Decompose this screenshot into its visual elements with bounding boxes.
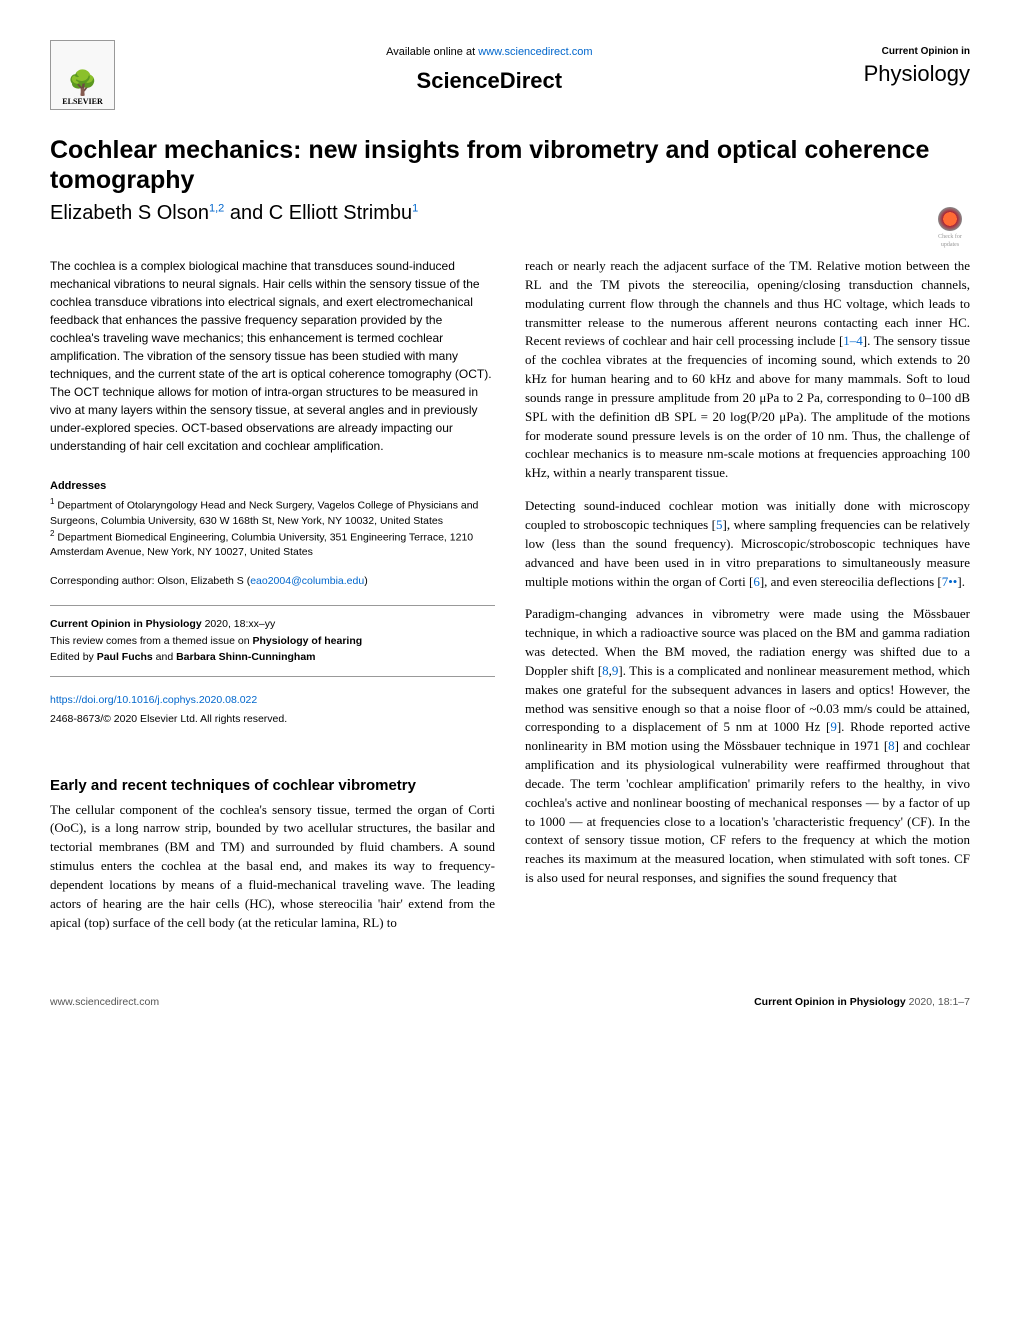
- ref-link[interactable]: 7••: [942, 574, 958, 589]
- abstract: The cochlea is a complex biological mach…: [50, 257, 495, 455]
- left-column: The cochlea is a complex biological mach…: [50, 257, 495, 947]
- check-updates-badge[interactable]: Check for updates: [930, 207, 970, 247]
- doi-line: https://doi.org/10.1016/j.cophys.2020.08…: [50, 693, 495, 708]
- author-2-affil: 1: [412, 202, 418, 214]
- body-paragraph: reach or nearly reach the adjacent surfa…: [525, 257, 970, 483]
- addresses-block: 1 Department of Otolaryngology Head and …: [50, 496, 495, 560]
- footer-right: Current Opinion in Physiology 2020, 18:1…: [754, 995, 970, 1010]
- doi-link[interactable]: https://doi.org/10.1016/j.cophys.2020.08…: [50, 694, 257, 706]
- crossmark-icon: [938, 207, 962, 231]
- sciencedirect-link[interactable]: www.sciencedirect.com: [478, 46, 592, 58]
- address-1: Department of Otolaryngology Head and Ne…: [50, 500, 478, 527]
- addresses-heading: Addresses: [50, 479, 495, 494]
- authors-line: Elizabeth S Olson1,2 and C Elliott Strim…: [50, 199, 970, 227]
- right-column: reach or nearly reach the adjacent surfa…: [525, 257, 970, 947]
- body-paragraph: Detecting sound-induced cochlear motion …: [525, 497, 970, 591]
- elsevier-logo-icon: 🌳 ELSEVIER: [50, 40, 115, 110]
- publisher-label: ELSEVIER: [62, 96, 102, 107]
- sciencedirect-brand: ScienceDirect: [115, 66, 864, 97]
- corresponding-email-link[interactable]: eao2004@columbia.edu: [250, 575, 364, 587]
- section-heading: Early and recent techniques of cochlear …: [50, 777, 495, 795]
- body-paragraph: Paradigm-changing advances in vibrometry…: [525, 605, 970, 888]
- two-column-layout: The cochlea is a complex biological mach…: [50, 257, 970, 947]
- footer-left: www.sciencedirect.com: [50, 995, 159, 1010]
- author-2: C Elliott Strimbu: [269, 202, 412, 224]
- page-header: 🌳 ELSEVIER Available online at www.scien…: [50, 40, 970, 110]
- tree-icon: 🌳: [68, 72, 98, 96]
- available-online: Available online at www.sciencedirect.co…: [115, 45, 864, 60]
- journal-block: Current Opinion in Physiology: [864, 40, 970, 90]
- citation-line: Current Opinion in Physiology 2020, 18:x…: [50, 616, 495, 633]
- article-title: Cochlear mechanics: new insights from vi…: [50, 135, 970, 195]
- header-center: Available online at www.sciencedirect.co…: [115, 40, 864, 97]
- editors-line: Edited by Paul Fuchs and Barbara Shinn-C…: [50, 649, 495, 666]
- body-paragraph: The cellular component of the cochlea's …: [50, 801, 495, 933]
- address-2: Department Biomedical Engineering, Colum…: [50, 532, 473, 559]
- citation-meta-box: Current Opinion in Physiology 2020, 18:x…: [50, 605, 495, 677]
- corresponding-author: Corresponding author: Olson, Elizabeth S…: [50, 574, 495, 589]
- page-footer: www.sciencedirect.com Current Opinion in…: [50, 987, 970, 1010]
- ref-link[interactable]: 1–4: [843, 333, 863, 348]
- author-1: Elizabeth S Olson: [50, 202, 209, 224]
- copyright-line: 2468-8673/© 2020 Elsevier Ltd. All right…: [50, 712, 495, 727]
- author-1-affil: 1,2: [209, 202, 224, 214]
- journal-name: Physiology: [864, 59, 970, 90]
- publisher-logo: 🌳 ELSEVIER: [50, 40, 115, 110]
- themed-issue-line: This review comes from a themed issue on…: [50, 633, 495, 650]
- journal-series: Current Opinion in: [864, 45, 970, 59]
